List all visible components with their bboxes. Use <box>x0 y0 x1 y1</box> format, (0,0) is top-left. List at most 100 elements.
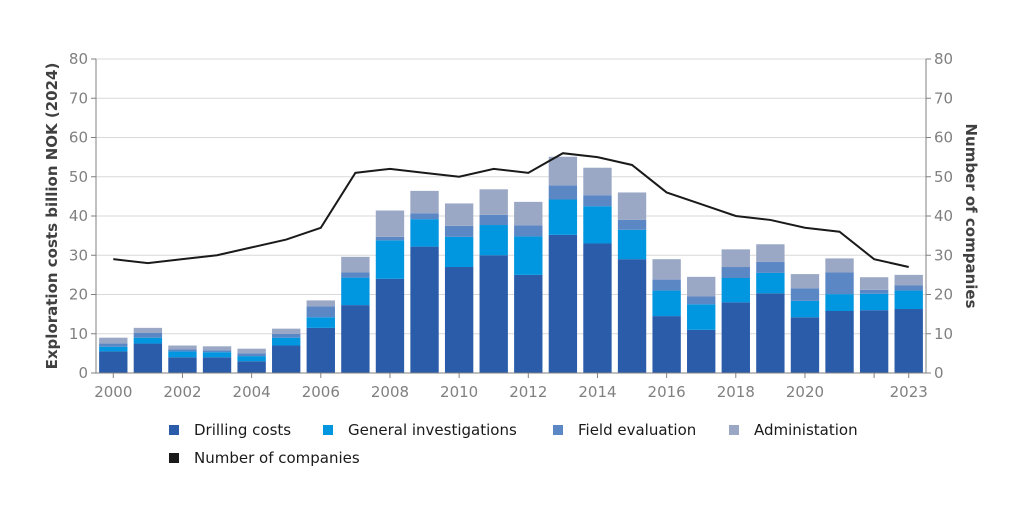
bar-administation <box>444 203 474 226</box>
bar-administation <box>341 256 370 273</box>
x-tick-label: 2008 <box>371 383 409 401</box>
x-tick-label: 2002 <box>163 383 201 401</box>
bar-administation <box>756 244 785 262</box>
right-y-tick-label: 0 <box>934 364 944 382</box>
bar-general-investigations <box>514 236 543 275</box>
bar-field-evaluation <box>514 225 543 237</box>
bar-field-evaluation <box>133 332 163 338</box>
bar-field-evaluation <box>652 279 681 291</box>
legend-swatch-number-of-companies <box>169 453 179 463</box>
bar-field-evaluation <box>721 267 750 279</box>
left-y-tick-label: 50 <box>69 168 88 186</box>
bar-field-evaluation <box>790 288 820 301</box>
bar-administation <box>202 346 232 351</box>
legend-label-number-of-companies: Number of companies <box>194 449 360 467</box>
bar-drilling-costs <box>168 357 197 373</box>
left-y-tick-label: 20 <box>69 286 88 304</box>
left-y-tick-label: 40 <box>69 207 88 225</box>
bar-drilling-costs <box>133 343 163 373</box>
right-y-tick-label: 80 <box>934 50 953 68</box>
bar-general-investigations <box>790 300 820 318</box>
right-y-tick-label: 10 <box>934 325 953 343</box>
bar-general-investigations <box>341 277 370 306</box>
bar-drilling-costs <box>514 274 543 374</box>
bar-drilling-costs <box>272 345 301 373</box>
bar-drilling-costs <box>652 316 681 373</box>
bar-field-evaluation <box>375 236 405 241</box>
bar-drilling-costs <box>687 329 716 373</box>
bar-general-investigations <box>133 337 163 344</box>
bar-field-evaluation <box>894 285 923 291</box>
bar-general-investigations <box>479 225 508 256</box>
bar-administation <box>687 276 716 297</box>
bar-general-investigations <box>237 356 266 362</box>
legend-label-field-evaluation: Field evaluation <box>578 421 696 439</box>
bar-field-evaluation <box>548 185 578 200</box>
bar-administation <box>410 190 439 214</box>
legend-swatch-general-investigations <box>323 425 333 435</box>
legend: Drilling costs General investigations Fiel… <box>169 421 858 467</box>
legend-label-general-investigations: General investigations <box>348 421 517 439</box>
bar-general-investigations <box>825 294 854 311</box>
bar-field-evaluation <box>272 333 301 338</box>
right-axis-title: Number of companies <box>962 123 980 308</box>
bar-administation <box>652 259 681 280</box>
bar-drilling-costs <box>790 317 820 373</box>
left-y-tick-label: 60 <box>69 129 88 147</box>
bar-drilling-costs <box>479 255 508 373</box>
bar-drilling-costs <box>756 293 785 373</box>
bar-general-investigations <box>756 272 785 294</box>
bar-administation <box>617 192 647 220</box>
bar-drilling-costs <box>99 351 128 373</box>
bar-general-investigations <box>202 352 232 358</box>
bar-administation <box>272 328 301 334</box>
bar-drilling-costs <box>444 267 474 373</box>
bar-field-evaluation <box>410 213 439 220</box>
bars <box>99 156 923 374</box>
legend-label-administation: Administation <box>754 421 858 439</box>
bar-field-evaluation <box>99 343 128 347</box>
bar-field-evaluation <box>237 353 266 357</box>
right-y-tick-label: 20 <box>934 286 953 304</box>
bar-administation <box>479 189 508 215</box>
bar-drilling-costs <box>859 310 889 373</box>
bar-field-evaluation <box>444 225 474 237</box>
bar-general-investigations <box>306 317 335 328</box>
x-tick-label: 2020 <box>786 383 824 401</box>
bar-field-evaluation <box>479 214 508 226</box>
bar-general-investigations <box>272 337 301 346</box>
x-tick-label: 2018 <box>717 383 755 401</box>
right-y-tick-label: 40 <box>934 207 953 225</box>
x-tick-label: 2010 <box>440 383 478 401</box>
bar-field-evaluation <box>168 349 197 352</box>
companies-line-layer <box>113 152 909 268</box>
left-y-tick-label: 70 <box>69 89 88 107</box>
bar-field-evaluation <box>756 261 785 273</box>
bar-general-investigations <box>444 236 474 268</box>
gridlines <box>96 58 926 335</box>
x-tick-label: 2000 <box>94 383 132 401</box>
x-tick-label: 2012 <box>509 383 547 401</box>
bar-general-investigations <box>99 346 128 352</box>
bar-administation <box>375 210 405 237</box>
bar-field-evaluation <box>825 272 854 295</box>
bar-administation <box>514 201 543 226</box>
bar-field-evaluation <box>306 306 335 318</box>
bar-general-investigations <box>548 199 578 235</box>
legend-swatch-field-evaluation <box>553 425 563 435</box>
bar-field-evaluation <box>687 296 716 305</box>
bar-general-investigations <box>375 240 405 279</box>
x-tick-label: 2014 <box>578 383 616 401</box>
left-y-tick-label: 10 <box>69 325 88 343</box>
bar-drilling-costs <box>583 243 612 373</box>
left-axis-title: Exploration costs billion NOK (2024) <box>43 63 61 370</box>
bar-drilling-costs <box>548 234 578 373</box>
bar-drilling-costs <box>202 357 232 373</box>
bar-administation <box>583 167 612 196</box>
bar-administation <box>721 249 750 268</box>
bar-administation <box>306 300 335 307</box>
x-tick-label: 2004 <box>233 383 271 401</box>
